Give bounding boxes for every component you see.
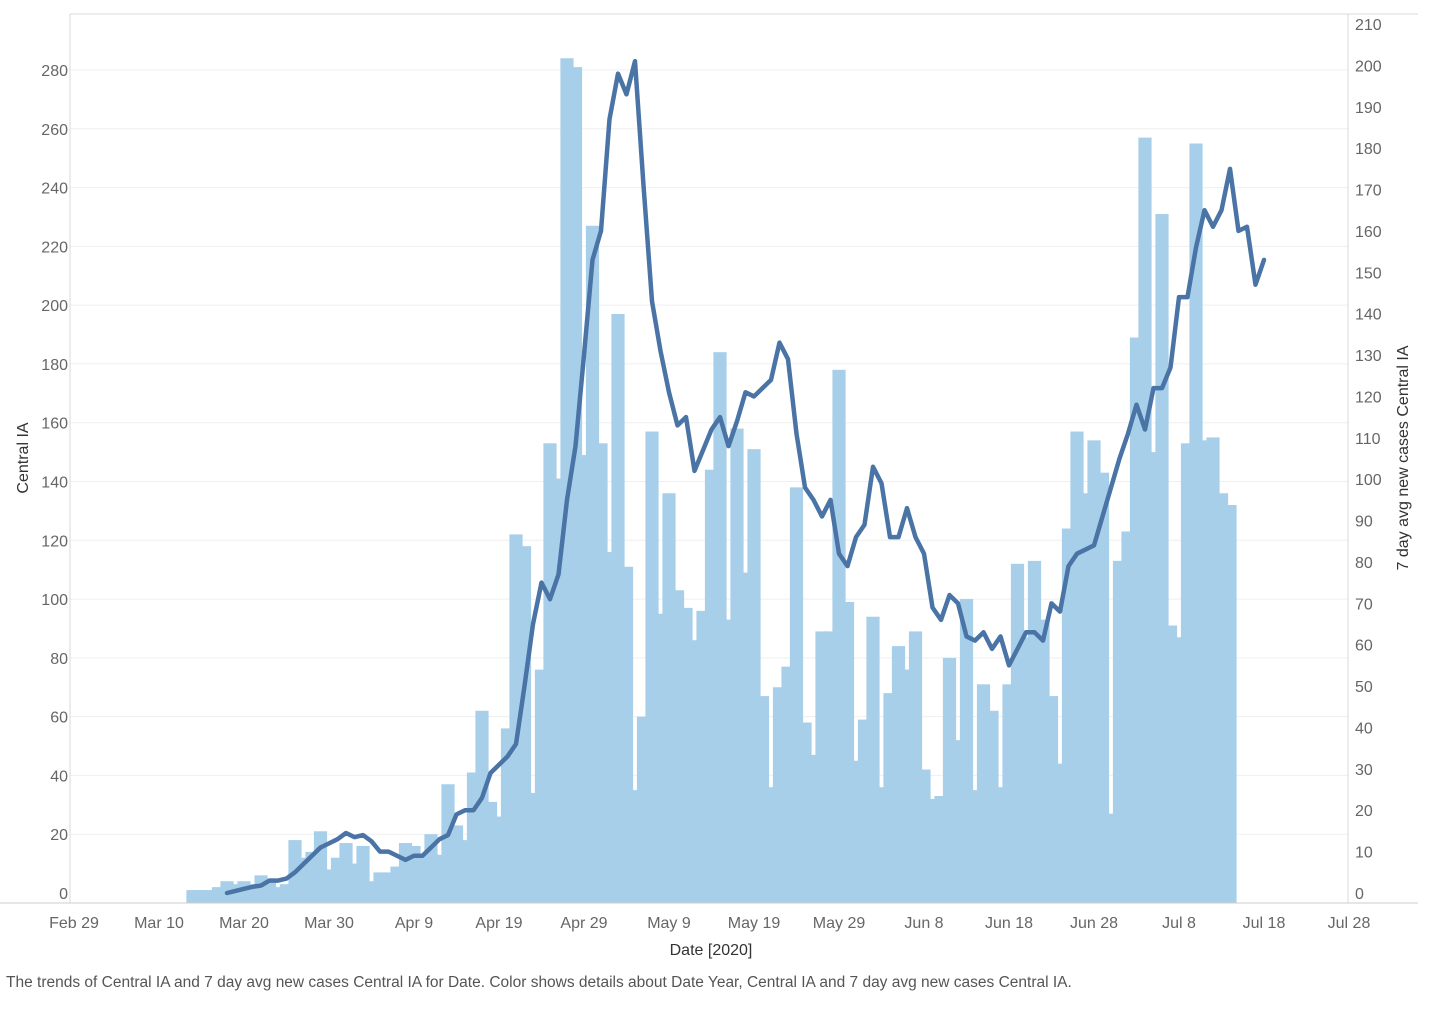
y-right-tick-label: 160 bbox=[1355, 224, 1382, 241]
x-tick-label: May 9 bbox=[647, 915, 691, 932]
x-tick-label: Mar 30 bbox=[304, 915, 354, 932]
y-right-tick-label: 10 bbox=[1355, 845, 1373, 862]
y-left-tick-label: 160 bbox=[41, 416, 68, 433]
y-left-tick-label: 0 bbox=[59, 886, 68, 903]
x-tick-label: Jun 28 bbox=[1070, 915, 1118, 932]
y-left-tick-label: 20 bbox=[50, 827, 68, 844]
y-axis-left-title: Central IA bbox=[15, 422, 32, 493]
y-left-tick-label: 40 bbox=[50, 768, 68, 785]
x-tick-label: May 29 bbox=[813, 915, 866, 932]
y-left-tick-label: 220 bbox=[41, 239, 68, 256]
y-left-tick-label: 80 bbox=[50, 651, 68, 668]
bar bbox=[1095, 472, 1110, 903]
x-tick-label: Mar 10 bbox=[134, 915, 184, 932]
y-left-tick-label: 60 bbox=[50, 710, 68, 727]
y-right-tick-label: 120 bbox=[1355, 389, 1382, 406]
x-tick-label: Jun 8 bbox=[904, 915, 943, 932]
y-right-tick-label: 30 bbox=[1355, 762, 1373, 779]
y-right-tick-label: 80 bbox=[1355, 555, 1373, 572]
y-right-tick-label: 0 bbox=[1355, 886, 1364, 903]
y-right-tick-label: 130 bbox=[1355, 348, 1382, 365]
bar bbox=[1223, 505, 1237, 903]
x-tick-label: Apr 19 bbox=[475, 915, 522, 932]
x-tick-label: Apr 9 bbox=[395, 915, 433, 932]
y-left-tick-label: 240 bbox=[41, 181, 68, 198]
y-right-tick-label: 200 bbox=[1355, 58, 1382, 75]
y-left-tick-label: 260 bbox=[41, 122, 68, 139]
y-right-tick-label: 140 bbox=[1355, 307, 1382, 324]
combo-chart: 0 20 40 60 80 100 120 140 160 180 200 220 240 260 280 0… bbox=[0, 13, 1418, 959]
y-left-tick-label: 200 bbox=[41, 298, 68, 315]
y-right-tick-label: 150 bbox=[1355, 265, 1382, 282]
x-tick-label: Jul 28 bbox=[1328, 915, 1371, 932]
y-right-tick-label: 50 bbox=[1355, 679, 1373, 696]
y-left-tick-label: 100 bbox=[41, 592, 68, 609]
x-tick-label: Jul 8 bbox=[1162, 915, 1196, 932]
x-tick-label: Apr 29 bbox=[560, 915, 607, 932]
y-right-tick-label: 90 bbox=[1355, 514, 1373, 531]
y-left-tick-label: 140 bbox=[41, 475, 68, 492]
y-right-tick-label: 210 bbox=[1355, 17, 1382, 34]
y-left-tick-label: 280 bbox=[41, 63, 68, 80]
axes: 0 20 40 60 80 100 120 140 160 180 200 220 240 260 280 0… bbox=[0, 13, 1418, 932]
line-series-7day-avg bbox=[224, 58, 1267, 896]
y-right-tick-label: 180 bbox=[1355, 141, 1382, 158]
chart-caption: The trends of Central IA and 7 day avg n… bbox=[6, 974, 1072, 991]
y-right-tick-label: 190 bbox=[1355, 100, 1382, 117]
x-tick-label: Feb 29 bbox=[49, 915, 99, 932]
y-right-tick-label: 100 bbox=[1355, 472, 1382, 489]
bar-series-central-ia bbox=[186, 58, 1237, 904]
x-tick-label: May 19 bbox=[728, 915, 781, 932]
x-axis-title: Date [2020] bbox=[670, 942, 753, 959]
y-left-tick-label: 180 bbox=[41, 357, 68, 374]
y-axis-right-title: 7 day avg new cases Central IA bbox=[1395, 345, 1412, 570]
y-right-tick-label: 60 bbox=[1355, 638, 1373, 655]
x-tick-label: Jul 18 bbox=[1243, 915, 1286, 932]
y-right-tick-label: 170 bbox=[1355, 183, 1382, 200]
y-right-tick-label: 20 bbox=[1355, 803, 1373, 820]
y-right-tick-label: 110 bbox=[1355, 431, 1381, 448]
x-tick-label: Mar 20 bbox=[219, 915, 269, 932]
y-right-tick-label: 40 bbox=[1355, 720, 1373, 737]
y-left-tick-label: 120 bbox=[41, 533, 68, 550]
y-right-tick-label: 70 bbox=[1355, 596, 1373, 613]
x-tick-label: Jun 18 bbox=[985, 915, 1033, 932]
avg-line bbox=[224, 58, 1267, 896]
